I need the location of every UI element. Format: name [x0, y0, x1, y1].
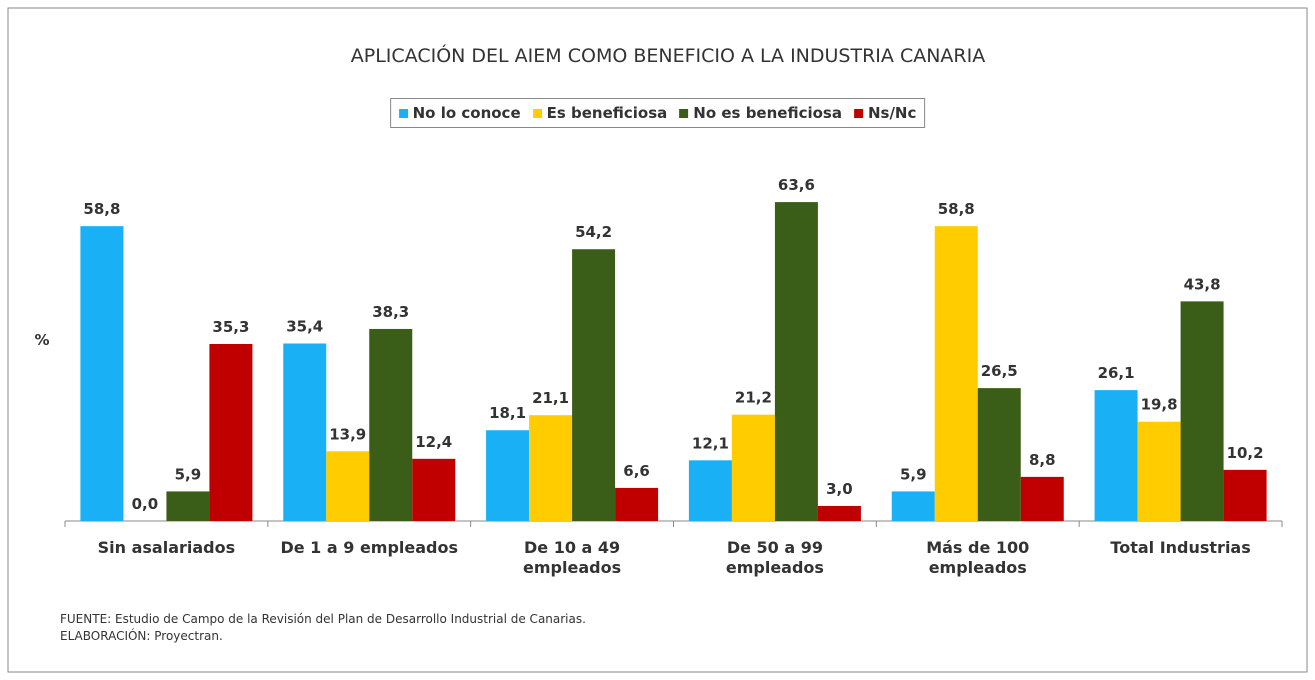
bar	[1223, 469, 1267, 521]
value-label: 35,4	[286, 317, 323, 335]
value-label: 43,8	[1184, 275, 1221, 293]
legend-item: Es beneficiosa	[532, 104, 668, 122]
bar	[283, 343, 327, 521]
value-label: 12,4	[415, 433, 452, 451]
x-tick-label: De 1 a 9 empleados	[280, 538, 459, 557]
value-label: 21,1	[532, 389, 569, 407]
bar	[1020, 476, 1064, 521]
bar	[572, 249, 616, 521]
legend-label: No lo conoce	[412, 104, 521, 122]
legend-label: Es beneficiosa	[546, 104, 668, 122]
legend-swatch	[532, 108, 542, 118]
value-label: 10,2	[1227, 444, 1264, 462]
value-label: 26,5	[981, 362, 1018, 380]
bar	[615, 487, 659, 521]
bar	[688, 460, 732, 521]
x-tick-label: Sin asalariados	[97, 538, 236, 557]
bar	[1137, 421, 1181, 521]
value-label: 19,8	[1141, 396, 1178, 414]
value-label: 5,9	[900, 465, 927, 483]
bar	[1094, 390, 1138, 521]
bar	[369, 328, 413, 521]
value-label: 0,0	[132, 495, 159, 513]
legend-label: No es beneficiosa	[693, 104, 842, 122]
chart-title: APLICACIÓN DEL AIEM COMO BENEFICIO A LA …	[351, 43, 985, 67]
legend-item: No lo conoce	[398, 104, 521, 122]
x-tick-label: Total Industrias	[1110, 538, 1251, 557]
bar	[731, 414, 775, 521]
bar	[166, 491, 210, 521]
bar	[934, 226, 978, 521]
legend: No lo conoce Es beneficiosa No es benefici…	[389, 98, 926, 128]
bar	[529, 415, 573, 521]
value-label: 3,0	[826, 480, 853, 498]
footnote: ELABORACIÓN: Proyectran.	[60, 629, 223, 643]
value-label: 58,8	[938, 200, 975, 218]
footnote: FUENTE: Estudio de Campo de la Revisión …	[60, 612, 586, 626]
value-label: 12,1	[692, 434, 729, 452]
legend-swatch	[853, 108, 863, 118]
value-label: 5,9	[175, 465, 202, 483]
legend-item: No es beneficiosa	[679, 104, 842, 122]
bar	[977, 388, 1021, 521]
value-label: 13,9	[329, 425, 366, 443]
value-label: 58,8	[83, 200, 120, 218]
bar	[80, 226, 124, 521]
x-tick-label: Más de 100 empleados	[926, 538, 1030, 577]
bar	[774, 202, 818, 521]
x-tick-label: De 10 a 49 empleados	[523, 538, 622, 577]
legend-item: Ns/Nc	[853, 104, 917, 122]
value-label: 18,1	[489, 404, 526, 422]
legend-swatch	[398, 108, 408, 118]
bar	[486, 430, 530, 521]
frame	[7, 7, 1308, 673]
value-label: 54,2	[575, 223, 612, 241]
value-label: 6,6	[623, 462, 650, 480]
bar	[817, 505, 861, 521]
value-label: 21,2	[735, 389, 772, 407]
value-label: 8,8	[1029, 451, 1056, 469]
legend-label: Ns/Nc	[867, 104, 917, 122]
legend-swatch	[679, 108, 689, 118]
value-label: 35,3	[212, 318, 249, 336]
value-label: 26,1	[1098, 364, 1135, 382]
bar	[891, 491, 935, 521]
value-label: 63,6	[778, 176, 815, 194]
x-tick-label: De 50 a 99 empleados	[725, 538, 824, 577]
bar	[209, 343, 253, 521]
bar	[1180, 301, 1224, 521]
y-axis-label: %	[34, 331, 49, 349]
bar	[326, 451, 370, 521]
value-label: 38,3	[372, 303, 409, 321]
bar	[412, 458, 456, 521]
